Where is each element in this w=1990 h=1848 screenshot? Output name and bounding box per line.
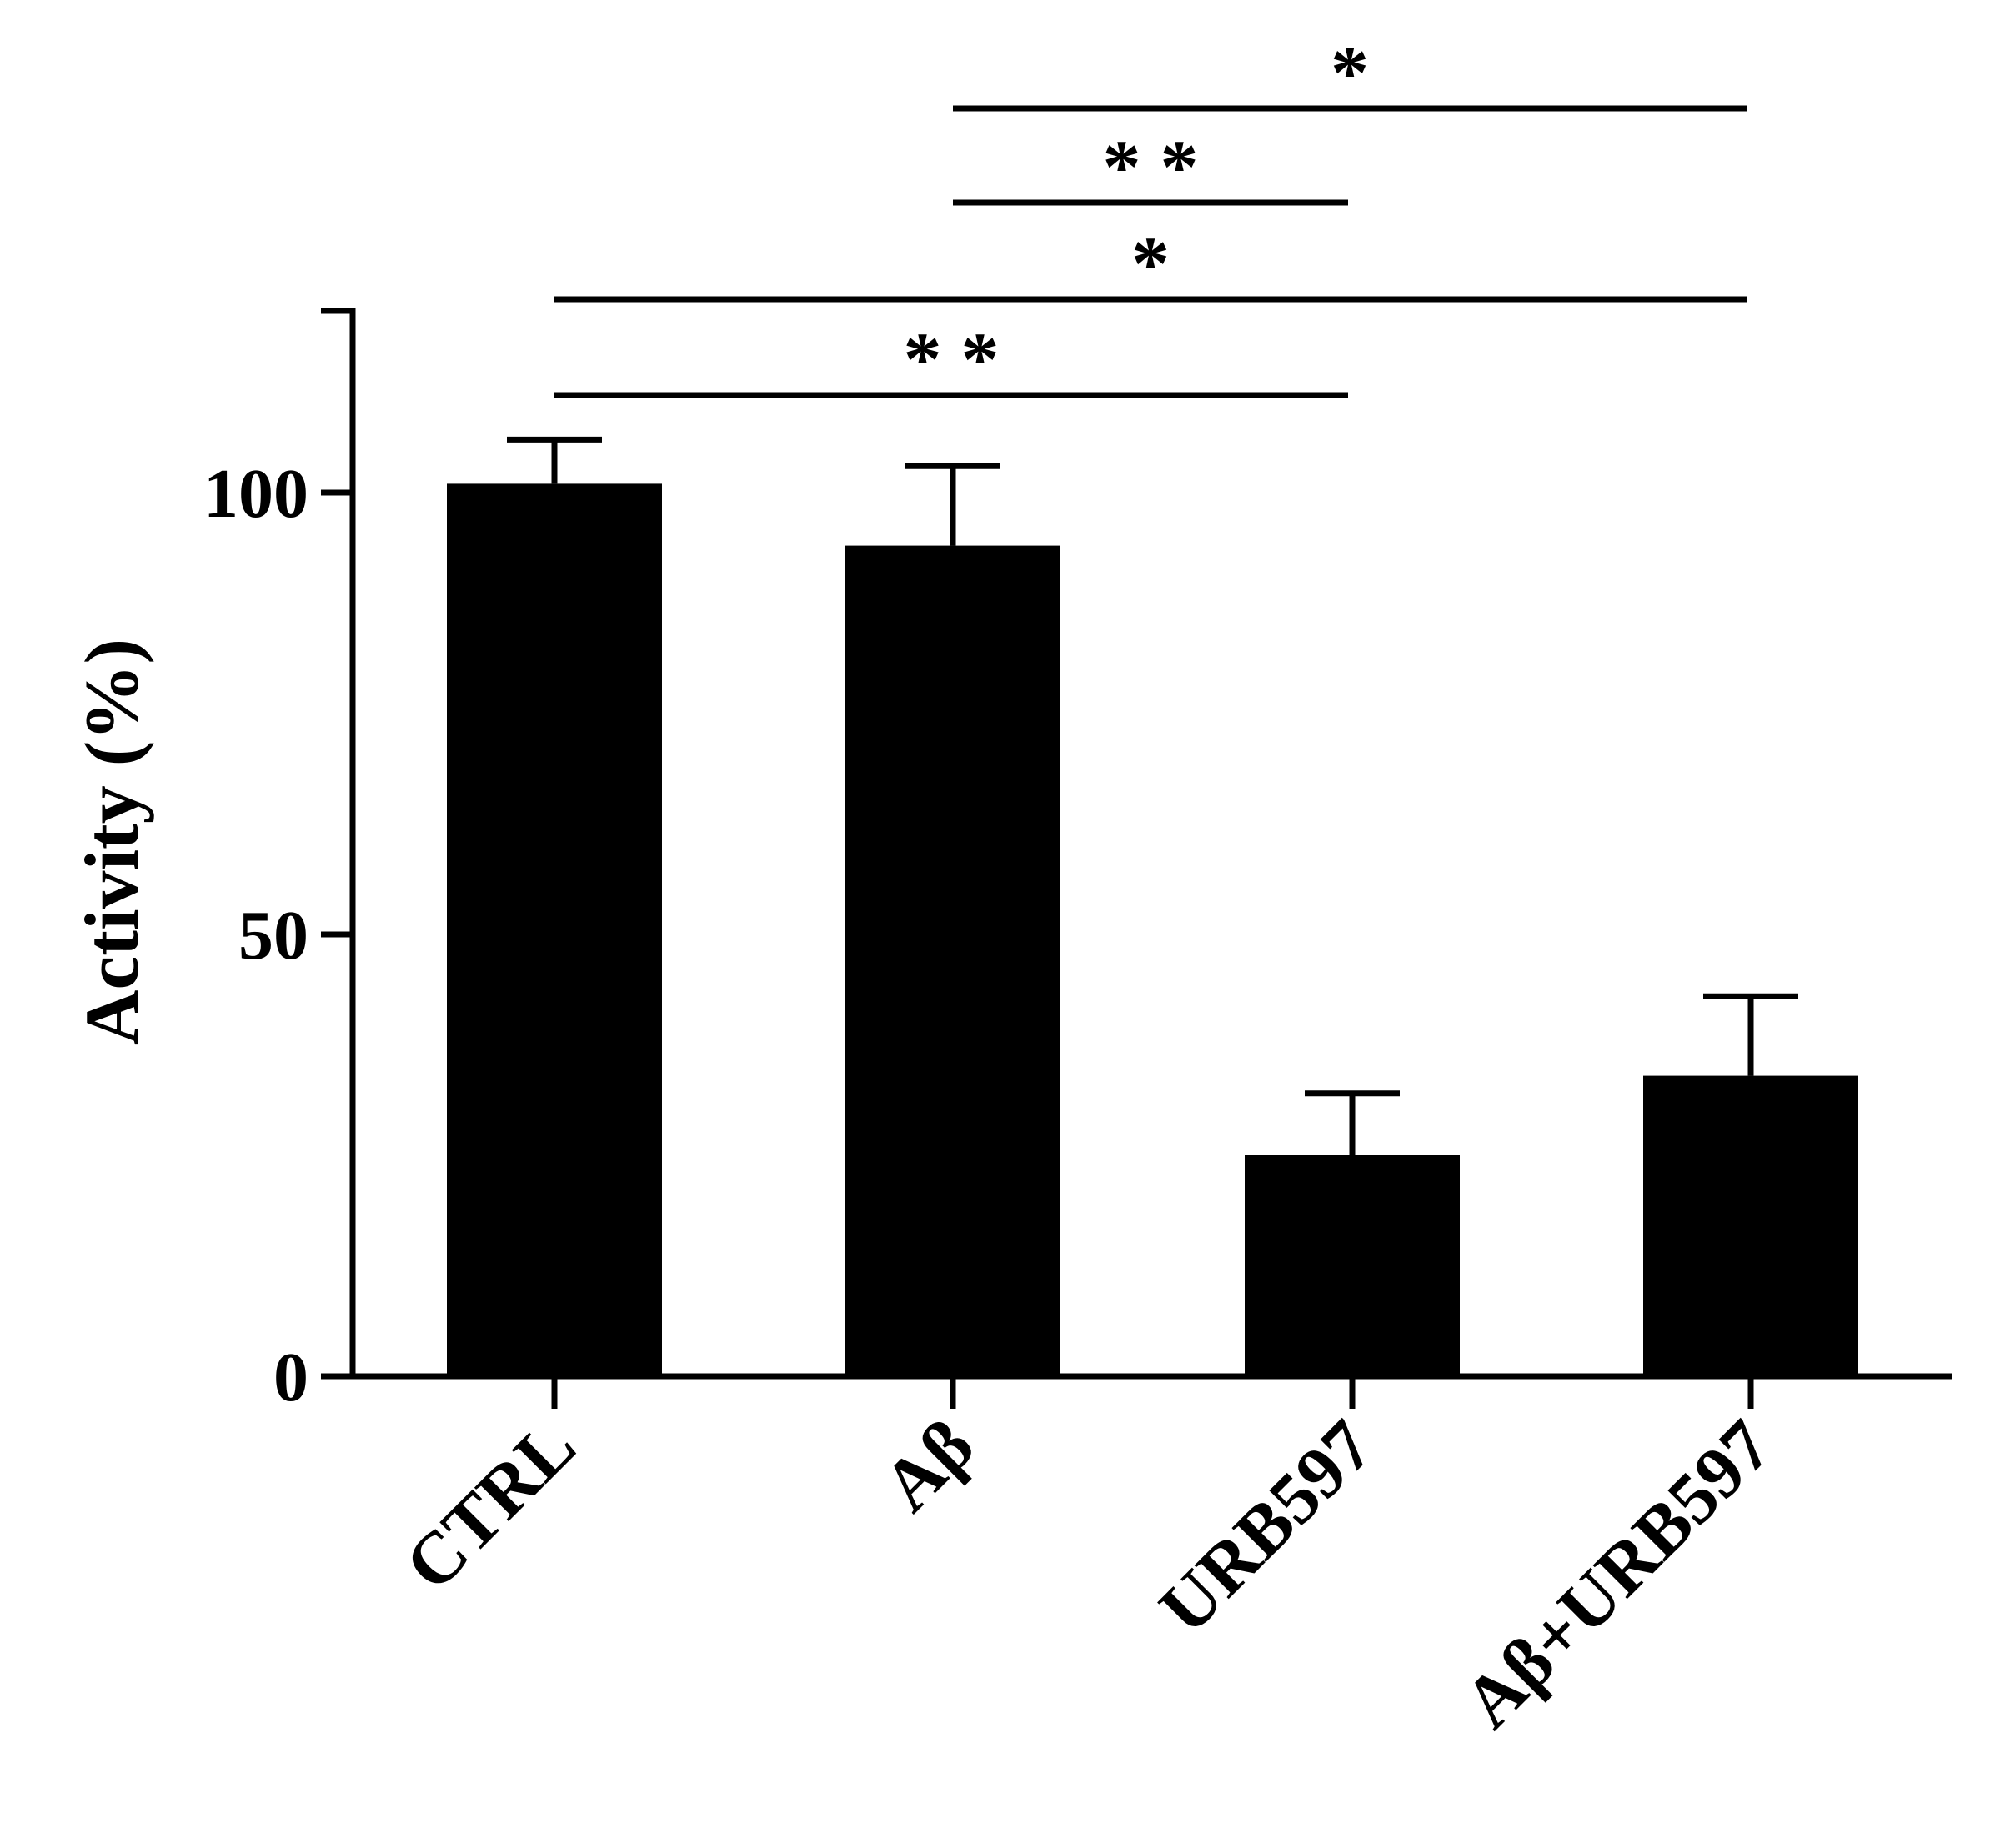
x-ticks-layer: CTRL Aβ URB597 Aβ+URB597 — [390, 1376, 1787, 1744]
x-tick-label-3: Aβ+URB597 — [1449, 1405, 1787, 1744]
y-tick-label-2: 100 — [203, 455, 308, 533]
significance-label-1: * * — [1103, 124, 1199, 209]
bars-layer — [447, 483, 1858, 1376]
error-bars-layer — [507, 436, 1798, 1155]
y-axis-title: Activity (%) — [69, 639, 154, 1045]
x-tick-label-2: URB597 — [1145, 1405, 1389, 1650]
bar-2 — [1245, 1155, 1460, 1376]
significance-layer: * * * * * * — [554, 30, 1747, 402]
x-tick-label-1: Aβ — [868, 1405, 990, 1527]
significance-label-3: * * — [904, 317, 1000, 402]
significance-label-0: * — [1331, 30, 1369, 115]
bar-1 — [845, 545, 1060, 1376]
y-tick-label-0: 0 — [273, 1339, 308, 1416]
bar-0 — [447, 483, 662, 1376]
y-tick-label-1: 50 — [238, 897, 308, 974]
x-tick-label-0: CTRL — [390, 1405, 591, 1606]
bar-3 — [1643, 1075, 1858, 1376]
y-ticks-layer: 0 50 100 — [203, 308, 353, 1416]
significance-label-2: * — [1131, 221, 1170, 306]
